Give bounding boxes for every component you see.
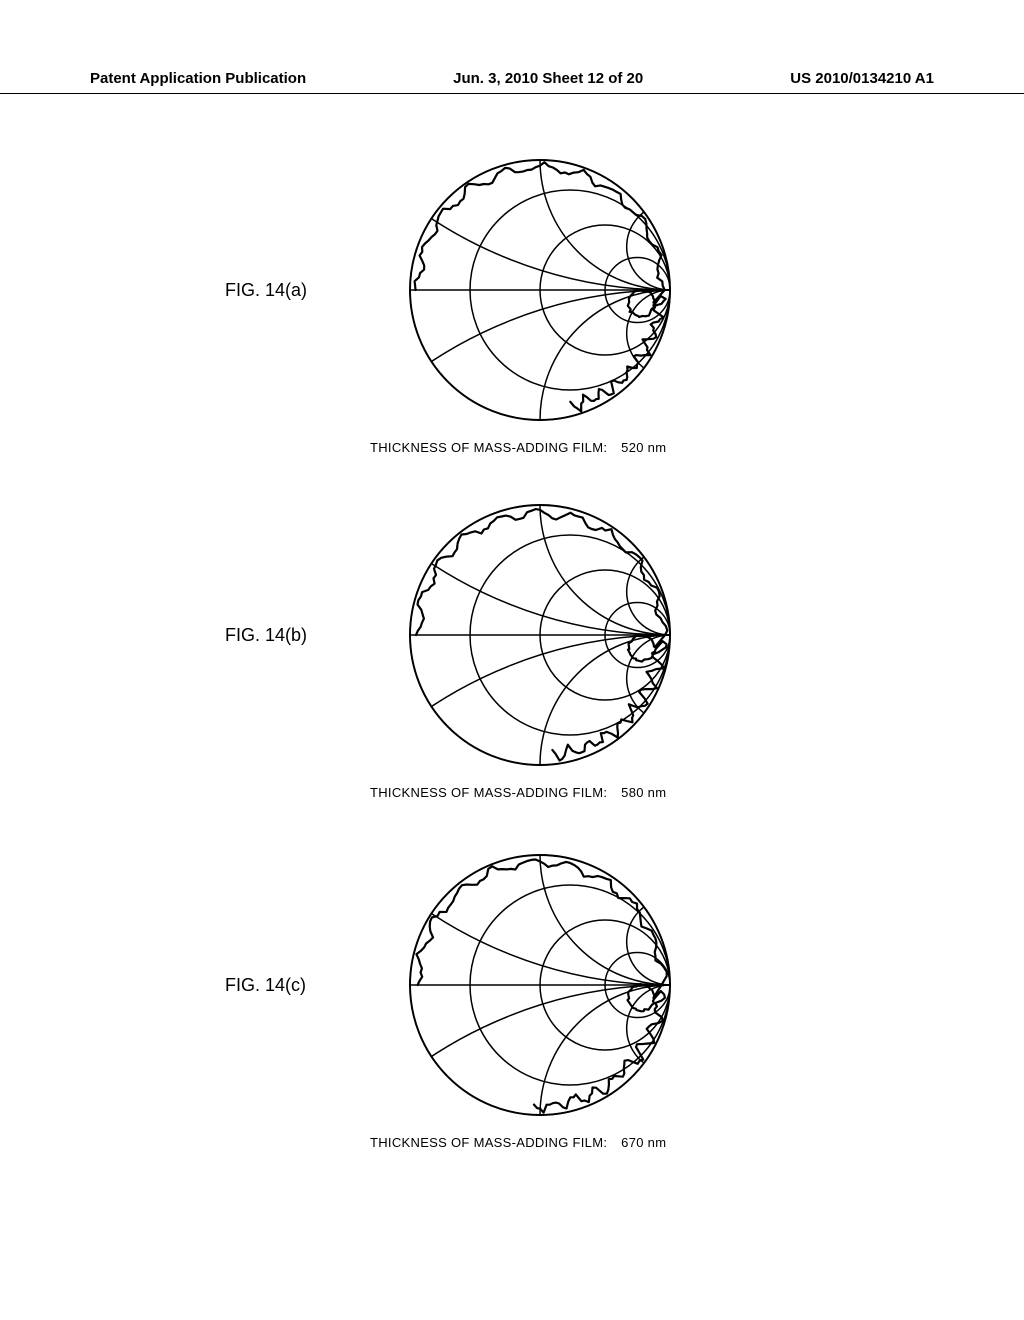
header-mid: Jun. 3, 2010 Sheet 12 of 20 xyxy=(453,70,643,87)
header-left: Patent Application Publication xyxy=(90,70,306,87)
caption-value: 520 nm xyxy=(617,440,666,455)
caption-prefix: THICKNESS OF MASS-ADDING FILM: xyxy=(370,1135,607,1150)
page-header: Patent Application Publication Jun. 3, 2… xyxy=(0,70,1024,94)
caption-prefix: THICKNESS OF MASS-ADDING FILM: xyxy=(370,440,607,455)
caption-prefix: THICKNESS OF MASS-ADDING FILM: xyxy=(370,785,607,800)
impedance-trace xyxy=(416,860,666,1113)
caption-value: 580 nm xyxy=(617,785,666,800)
header-right: US 2010/0134210 A1 xyxy=(790,70,934,87)
figure-label: FIG. 14(c) xyxy=(225,975,306,996)
figure-label: FIG. 14(b) xyxy=(225,625,307,646)
figure-label: FIG. 14(a) xyxy=(225,280,307,301)
figure-caption: THICKNESS OF MASS-ADDING FILM: 520 nm xyxy=(370,440,666,455)
figure-caption: THICKNESS OF MASS-ADDING FILM: 670 nm xyxy=(370,1135,666,1150)
figure-caption: THICKNESS OF MASS-ADDING FILM: 580 nm xyxy=(370,785,666,800)
smith-chart xyxy=(400,150,680,430)
smith-chart xyxy=(400,495,680,775)
smith-chart xyxy=(400,845,680,1125)
caption-value: 670 nm xyxy=(617,1135,666,1150)
